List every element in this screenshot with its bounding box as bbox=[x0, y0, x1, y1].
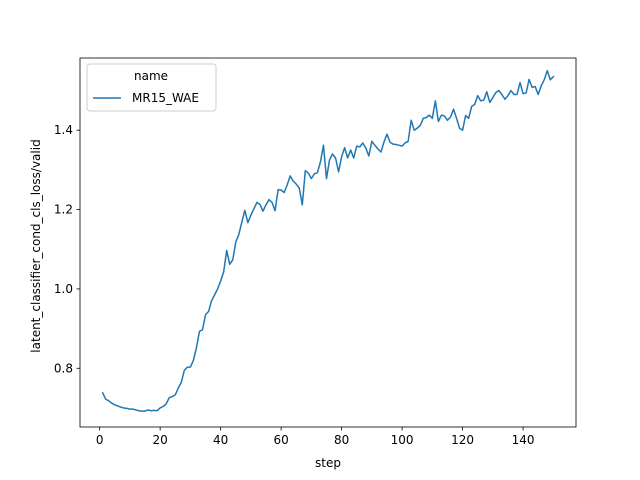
axes: 0 20 40 60 80 100 120 140 0.8 1.0 1.2 1.4 bbox=[54, 57, 577, 447]
x-tick-label: 140 bbox=[512, 433, 535, 447]
x-tick-label: 20 bbox=[153, 433, 168, 447]
legend: name MR15_WAE bbox=[86, 63, 217, 112]
legend-entry-mr15-wae: MR15_WAE bbox=[132, 91, 199, 105]
x-tick-label: 40 bbox=[213, 433, 228, 447]
x-axis-label: step bbox=[315, 456, 341, 470]
legend-frame bbox=[86, 63, 217, 112]
x-tick-label: 120 bbox=[451, 433, 474, 447]
axes-frame bbox=[79, 57, 577, 428]
y-tick-label: 1.0 bbox=[54, 282, 73, 296]
y-tick-label: 0.8 bbox=[54, 361, 73, 375]
series-line-0 bbox=[101, 69, 555, 412]
x-tick-label: 0 bbox=[96, 433, 104, 447]
x-tick-label: 80 bbox=[334, 433, 349, 447]
y-tick-label: 1.2 bbox=[54, 203, 73, 217]
legend-title: name bbox=[134, 69, 168, 83]
y-tick-label: 1.4 bbox=[54, 123, 73, 137]
y-axis-label: latent_classifier_cond_cls_loss/valid bbox=[29, 139, 43, 352]
x-tick-label: 60 bbox=[273, 433, 288, 447]
plot-area bbox=[101, 69, 555, 412]
x-tick-label: 100 bbox=[391, 433, 414, 447]
